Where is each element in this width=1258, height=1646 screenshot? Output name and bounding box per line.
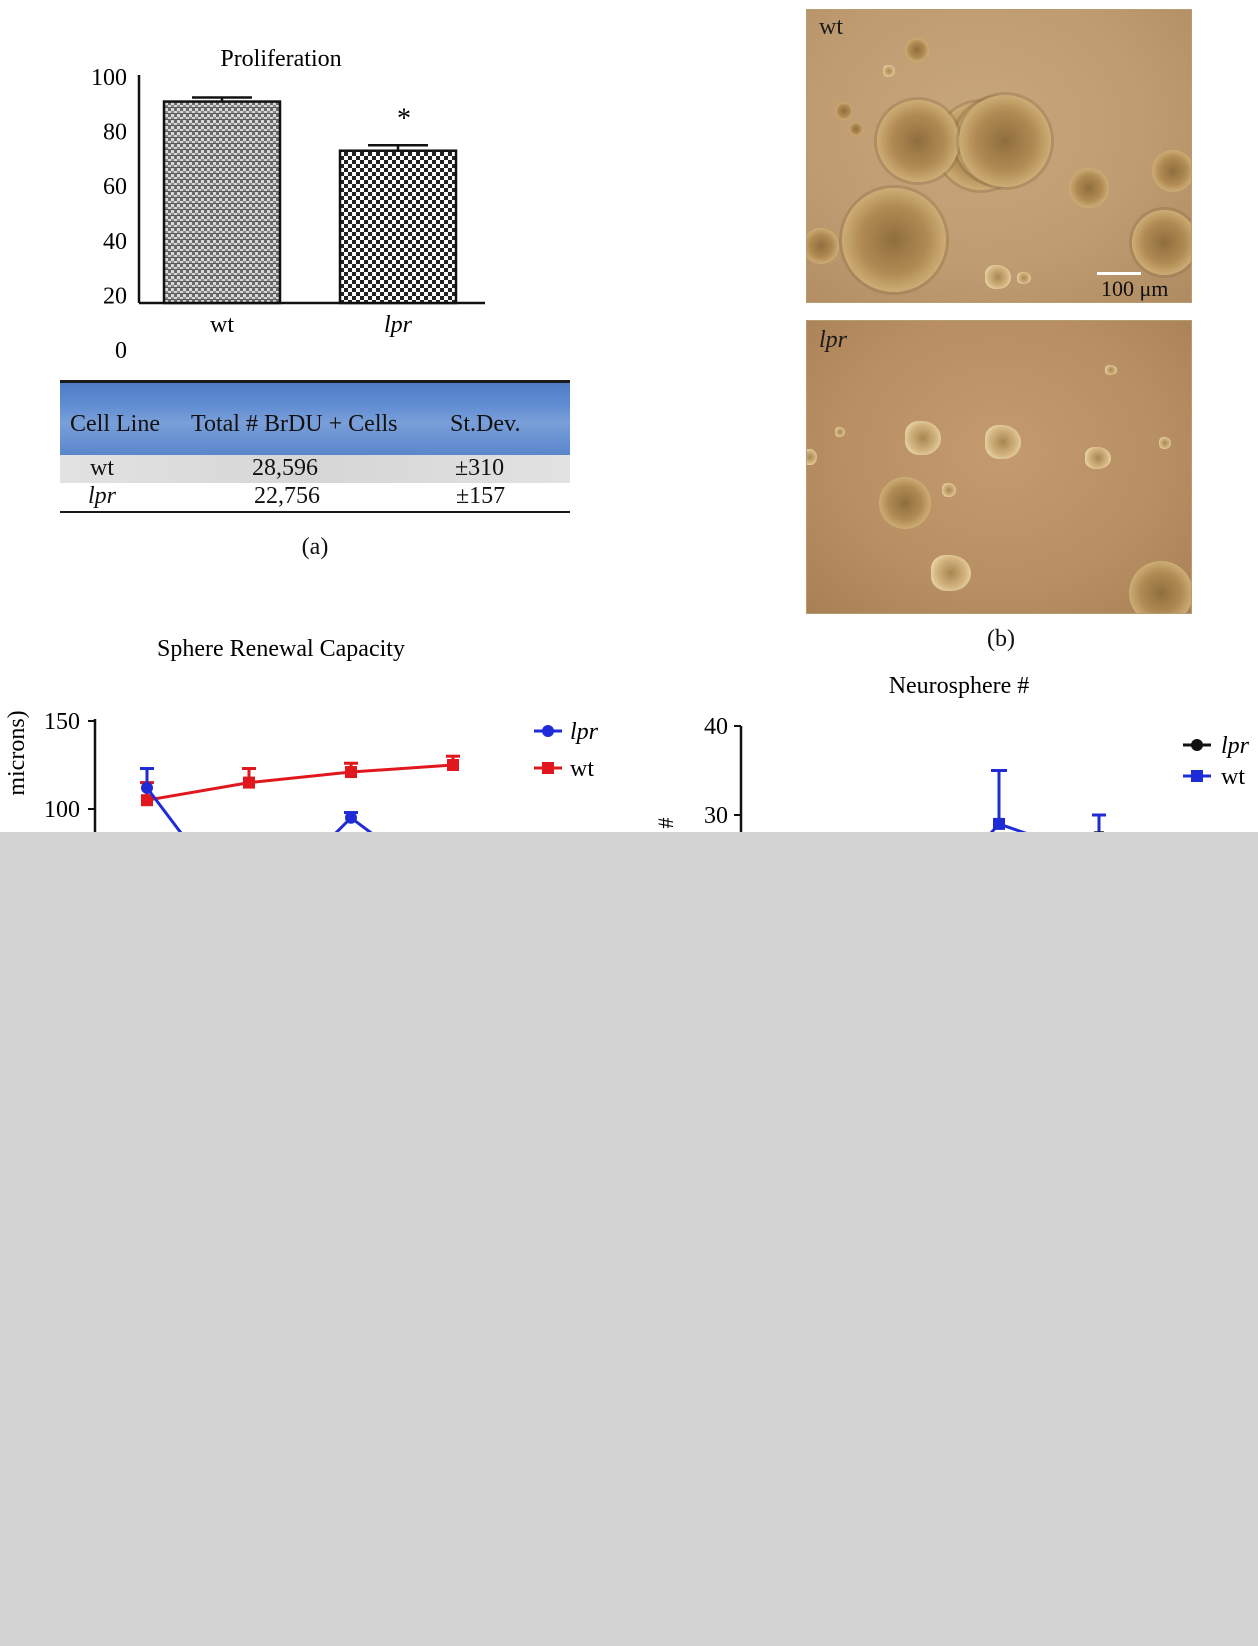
legend-label: lpr [1221, 733, 1250, 759]
y-tick-label: 100 [91, 65, 127, 91]
data-point-wt [243, 776, 255, 789]
bar-wt [162, 100, 282, 305]
header-stdev: St.Dev. [450, 411, 521, 437]
bar-lpr [338, 149, 458, 305]
legend-label: wt [570, 756, 594, 782]
micrograph-wt: wt 100 μm [806, 9, 1192, 303]
scale-bar-label: 100 μm [1101, 276, 1169, 301]
legend-marker [542, 762, 554, 774]
series-line-wt [146, 763, 454, 802]
header-total-brdu: Total # BrDU + Cells [191, 411, 398, 437]
y-tick-label: 0 [115, 338, 127, 364]
micrograph-wt-label: wt [819, 14, 843, 40]
legend-label: wt [1221, 764, 1245, 790]
data-point-wt [141, 794, 153, 807]
panel-label-b: (b) [987, 626, 1015, 652]
data-point-lpr [345, 811, 357, 824]
sphere-renewal-chart: Sphere Renewal Capacity microns) 150100 … [4, 636, 599, 840]
neurosphere-chart: Neurosphere # # 40 30 lpr wt [653, 673, 1250, 840]
series-line-lpr [145, 786, 189, 840]
y-tick-label: 150 [44, 709, 80, 735]
data-point-wt [447, 759, 459, 771]
micrograph-lpr-label: lpr [819, 327, 848, 353]
proliferation-chart: Proliferation 100 80 60 40 20 0 wt lpr * [91, 46, 485, 364]
neurosphere-ylabel: # [653, 818, 678, 829]
y-tick-label: 100 [44, 797, 80, 823]
data-point-wt [345, 766, 357, 779]
scale-bar [1097, 272, 1141, 275]
y-tick-label: 30 [704, 803, 728, 829]
legend-marker [1191, 770, 1203, 782]
y-tick-label: 80 [103, 120, 127, 146]
legend-marker [1191, 739, 1203, 751]
table-row: wt 28,596 ±310 [60, 455, 570, 483]
cropped-region [0, 832, 1258, 1646]
data-point-wt [993, 817, 1005, 830]
brdu-table: Cell Line Total # BrDU + Cells St.Dev. w… [60, 380, 570, 513]
neurosphere-title: Neurosphere # [889, 673, 1030, 699]
x-tick-label: wt [210, 312, 234, 338]
data-point-lpr [141, 781, 153, 794]
y-tick-label: 60 [103, 174, 127, 200]
micrograph-lpr: lpr [806, 320, 1192, 614]
sphere-renewal-title: Sphere Renewal Capacity [157, 636, 405, 662]
proliferation-title: Proliferation [220, 46, 341, 72]
sphere-renewal-ylabel: microns) [4, 710, 30, 795]
significance-marker: * [397, 103, 411, 134]
panel-label-a: (a) [301, 534, 329, 560]
y-tick-label: 20 [103, 283, 127, 309]
header-cell-line: Cell Line [70, 411, 160, 437]
y-tick-label: 40 [704, 714, 728, 740]
x-tick-label: lpr [384, 312, 413, 338]
legend-marker [542, 725, 554, 737]
table-header-row: Cell Line Total # BrDU + Cells St.Dev. [60, 380, 570, 455]
legend-label: lpr [570, 719, 599, 745]
y-tick-label: 40 [103, 229, 127, 255]
table-row: lpr 22,756 ±157 [60, 483, 570, 513]
